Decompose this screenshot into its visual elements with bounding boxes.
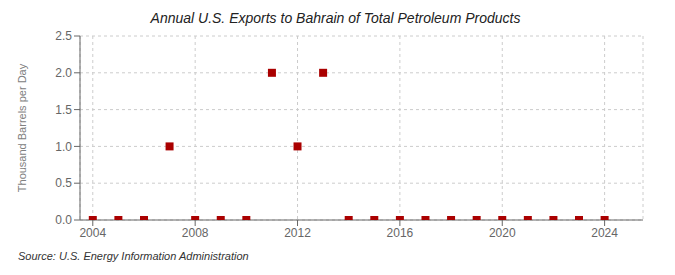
html-text:Annual U.S. Exports to Bahrain: Annual U.S. Exports to Bahrain of Total …: [150, 10, 521, 26]
svg-text:1.0: 1.0: [55, 140, 72, 154]
svg-text:2.5: 2.5: [55, 29, 72, 43]
svg-text:2012: 2012: [284, 226, 311, 240]
svg-text:2016: 2016: [387, 226, 414, 240]
svg-text:0.0: 0.0: [55, 213, 72, 227]
svg-text:0.5: 0.5: [55, 176, 72, 190]
svg-text:2008: 2008: [182, 226, 209, 240]
svg-text:2.0: 2.0: [55, 66, 72, 80]
svg-text:2020: 2020: [489, 226, 516, 240]
svg-text:2024: 2024: [591, 226, 618, 240]
svg-text:Thousand Barrels per Day: Thousand Barrels per Day: [16, 63, 28, 192]
svg-text:2004: 2004: [79, 226, 106, 240]
svg-text:1.5: 1.5: [55, 103, 72, 117]
html-text:Source: U.S. Energy Informatio: Source: U.S. Energy Information Administ…: [18, 250, 249, 262]
